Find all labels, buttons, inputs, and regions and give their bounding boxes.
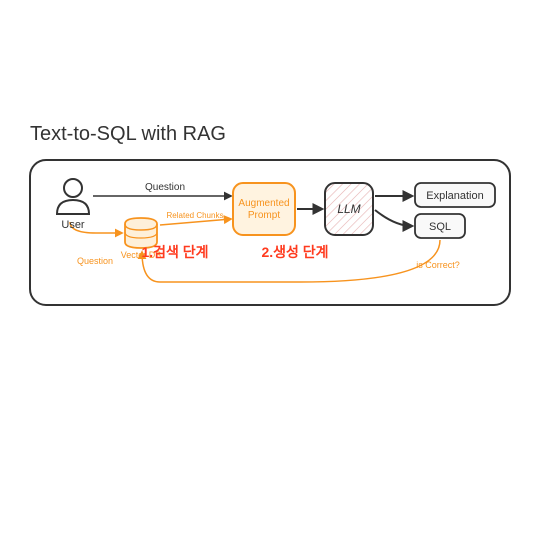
augmented-prompt-label-2: Prompt — [248, 210, 280, 221]
edge-llm-sql — [375, 210, 412, 226]
augmented-prompt-box — [233, 183, 295, 235]
user-label: User — [61, 219, 85, 231]
augmented-prompt-label-1: Augmented — [238, 198, 289, 209]
sql-label: SQL — [429, 221, 451, 233]
user-icon — [57, 179, 89, 214]
edge-label-sql-feedback: is Correct? — [416, 260, 460, 270]
edge-label-db-chunks-aug: Related Chunks — [167, 211, 224, 220]
edge-label-user-question-db: Question — [77, 256, 113, 266]
edge-label-user-question-aug: Question — [145, 182, 185, 193]
llm-label: LLM — [337, 202, 360, 216]
page-title: Text-to-SQL with RAG — [30, 123, 226, 145]
stage-1-label: 1.검색 단계 — [141, 244, 208, 260]
stage-2-label: 2.생성 단계 — [261, 244, 328, 260]
explanation-label: Explanation — [426, 190, 484, 202]
